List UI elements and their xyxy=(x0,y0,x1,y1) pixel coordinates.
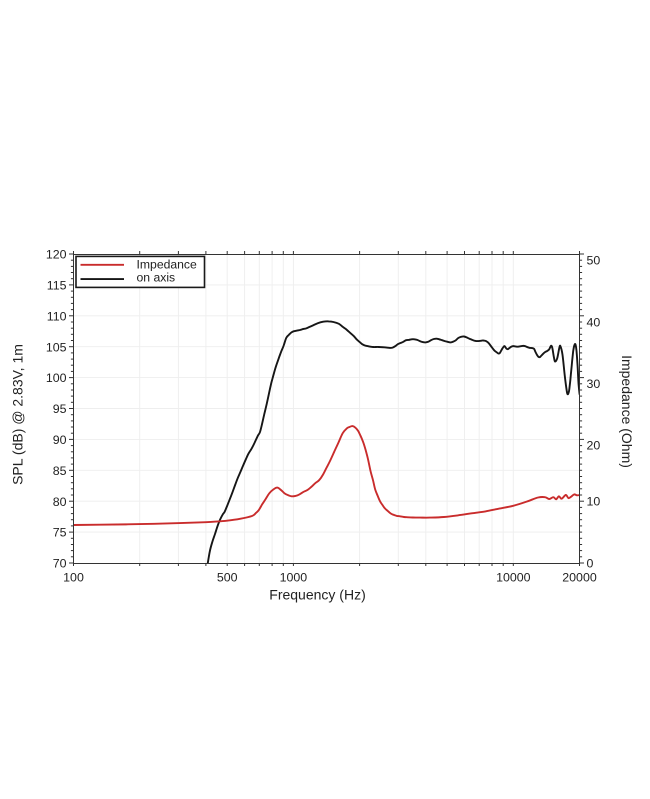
svg-text:Impedance: Impedance xyxy=(137,258,198,272)
svg-text:Impedance (Ohm): Impedance (Ohm) xyxy=(619,355,635,468)
svg-text:100: 100 xyxy=(63,571,84,585)
svg-text:10: 10 xyxy=(587,495,601,509)
svg-text:20: 20 xyxy=(587,439,601,453)
svg-text:SPL (dB) @ 2.83V, 1m: SPL (dB) @ 2.83V, 1m xyxy=(10,344,26,485)
svg-text:30: 30 xyxy=(587,377,601,391)
svg-text:50: 50 xyxy=(587,253,601,267)
svg-text:20000: 20000 xyxy=(562,571,597,585)
svg-text:80: 80 xyxy=(53,495,67,509)
svg-text:120: 120 xyxy=(46,248,67,262)
svg-text:115: 115 xyxy=(47,279,67,293)
svg-text:10000: 10000 xyxy=(496,571,531,585)
svg-text:110: 110 xyxy=(47,309,67,323)
svg-text:500: 500 xyxy=(217,571,238,585)
svg-text:90: 90 xyxy=(53,433,67,447)
svg-text:1000: 1000 xyxy=(280,571,308,585)
svg-text:85: 85 xyxy=(53,464,67,478)
svg-text:70: 70 xyxy=(53,557,67,571)
svg-text:on axis: on axis xyxy=(137,271,176,285)
svg-text:Frequency (Hz): Frequency (Hz) xyxy=(269,587,365,603)
svg-text:0: 0 xyxy=(587,557,594,571)
svg-text:40: 40 xyxy=(587,315,601,329)
svg-text:105: 105 xyxy=(46,340,67,354)
svg-text:75: 75 xyxy=(53,526,67,540)
svg-text:95: 95 xyxy=(53,402,67,416)
svg-text:100: 100 xyxy=(46,371,67,385)
